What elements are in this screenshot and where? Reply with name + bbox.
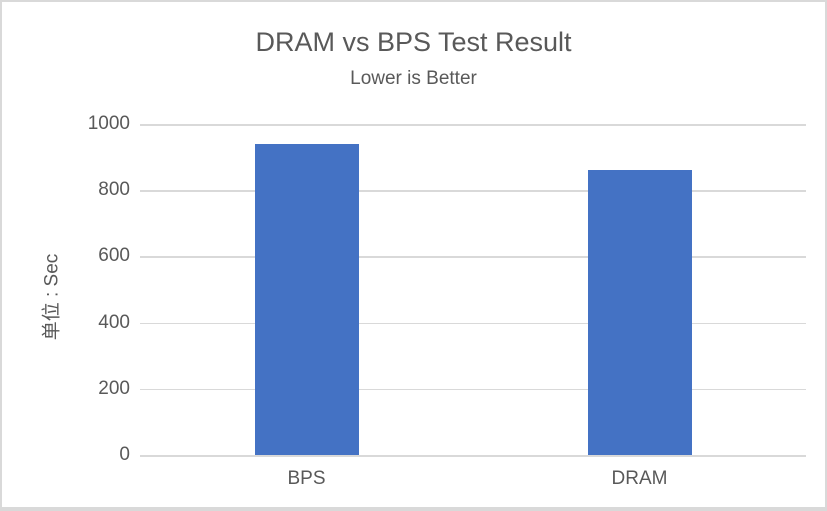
plot-area: [140, 124, 806, 457]
x-axis-label-bps: BPS: [287, 468, 326, 489]
gridline: [140, 322, 806, 325]
gridline: [140, 256, 806, 258]
y-tick-label-600: 600: [98, 245, 130, 267]
gridline: [140, 388, 806, 391]
gridline: [140, 190, 806, 192]
x-axis-label-dram: DRAM: [611, 468, 668, 489]
y-tick-label-200: 200: [98, 377, 130, 399]
gridline: [140, 124, 806, 126]
y-tick-label-0: 0: [119, 444, 130, 465]
y-tick-label-400: 400: [98, 311, 130, 333]
bar-dram: [587, 170, 692, 455]
chart-title: DRAM vs BPS Test Result: [255, 27, 572, 57]
bar-bps: [254, 143, 359, 455]
chart-subtitle: Lower is Better: [350, 68, 477, 89]
y-tick-label-800: 800: [98, 179, 130, 201]
x-axis-line: [140, 455, 806, 457]
y-tick-label-1000: 1000: [87, 113, 130, 134]
